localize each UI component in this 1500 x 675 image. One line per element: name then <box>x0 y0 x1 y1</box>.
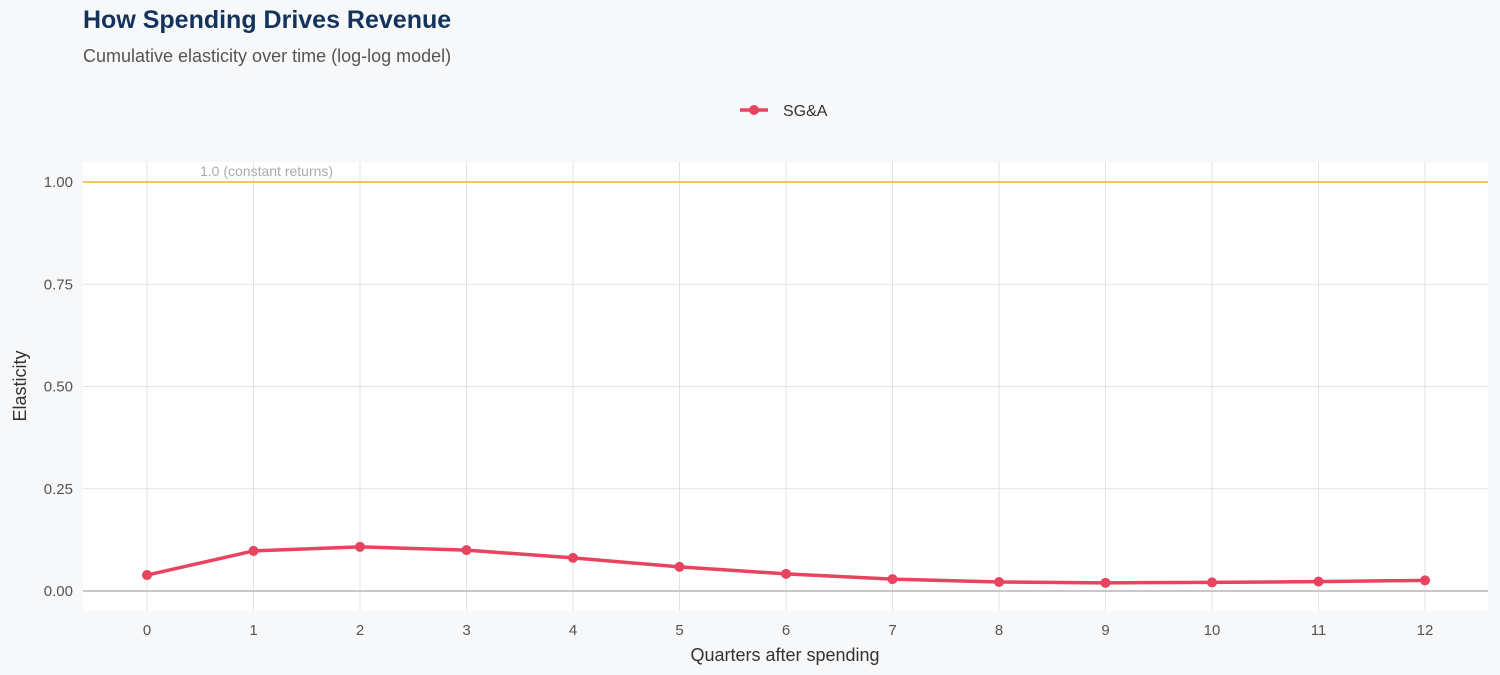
x-tick-label: 2 <box>356 622 364 639</box>
x-tick-label: 0 <box>143 622 151 639</box>
chart-title: How Spending Drives Revenue <box>83 6 452 34</box>
x-tick-label: 11 <box>1311 622 1327 639</box>
x-tick-label: 12 <box>1417 622 1434 639</box>
legend: SG&A <box>740 103 828 120</box>
x-tick-label: 1 <box>249 622 257 639</box>
legend-marker <box>749 105 759 115</box>
data-point <box>781 568 791 579</box>
data-point <box>674 561 685 572</box>
y-tick-label: 0.75 <box>44 276 73 293</box>
data-point <box>461 545 472 556</box>
data-point <box>887 574 898 585</box>
y-axis-label: Elasticity <box>10 350 30 421</box>
chart-subtitle: Cumulative elasticity over time (log-log… <box>83 46 452 66</box>
x-tick-label: 9 <box>1101 622 1109 639</box>
x-tick-label: 7 <box>888 622 896 639</box>
x-tick-label: 5 <box>675 622 683 639</box>
x-tick-label: 3 <box>462 622 470 639</box>
legend-label: SG&A <box>783 103 828 120</box>
reference-line-label: 1.0 (constant returns) <box>200 163 333 179</box>
x-tick-label: 8 <box>995 622 1003 639</box>
y-tick-label: 0.00 <box>44 583 73 600</box>
data-point <box>1313 576 1324 587</box>
y-tick-label: 0.50 <box>44 379 73 396</box>
x-tick-label: 4 <box>569 622 577 639</box>
data-point <box>568 552 578 563</box>
y-tick-label: 0.25 <box>44 481 73 498</box>
data-point <box>142 570 152 581</box>
data-point <box>248 545 259 556</box>
data-point <box>1420 575 1430 586</box>
x-tick-label: 6 <box>782 622 790 639</box>
data-point <box>1100 577 1111 588</box>
data-point <box>355 541 365 552</box>
x-tick-label: 10 <box>1204 622 1221 639</box>
data-point <box>994 577 1004 588</box>
y-tick-label: 1.00 <box>44 174 73 191</box>
data-point <box>1207 577 1217 588</box>
x-axis-label: Quarters after spending <box>690 645 879 665</box>
